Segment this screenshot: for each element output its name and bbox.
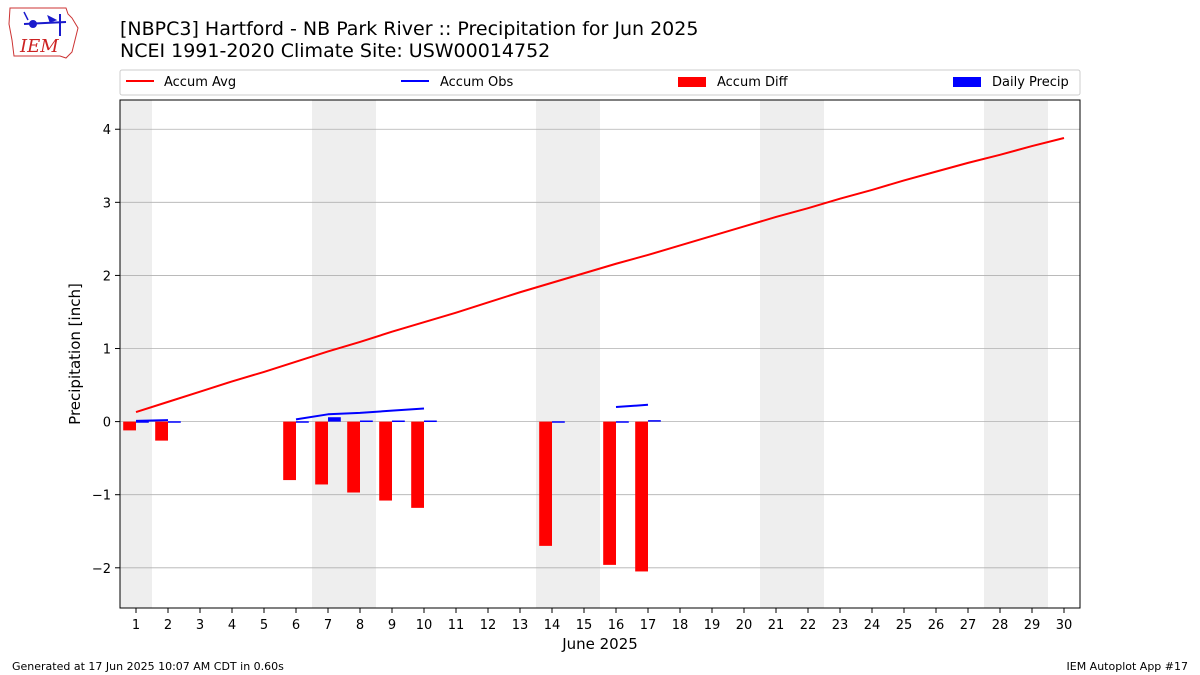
x-tick-label-3: 4 [228, 618, 236, 633]
x-tick-label-7: 8 [356, 618, 364, 633]
accum-avg-line-segment-1 [135, 137, 1065, 414]
x-tick-label-12: 13 [512, 618, 529, 633]
weekend-band-5 [984, 100, 1048, 608]
accum-obs-line-segment-1 [135, 419, 169, 422]
footer-app-text: IEM Autoplot App #17 [1067, 660, 1189, 673]
x-tick-label-23: 24 [864, 618, 881, 633]
chart-title-line-1: [NBPC3] Hartford - NB Park River :: Prec… [120, 18, 698, 40]
y-tick-label-1: −1 [92, 489, 111, 504]
daily-precip-bar-day-8 [360, 420, 373, 423]
legend-label-accum-obs: Accum Obs [440, 75, 513, 90]
legend-swatch-daily-precip [953, 77, 981, 87]
x-tick-label-25: 26 [928, 618, 945, 633]
legend: Accum Avg Accum Obs Accum Diff Daily Pre… [119, 69, 1081, 96]
x-tick-label-19: 20 [736, 618, 753, 633]
accum-obs-line-segment-3 [615, 403, 649, 408]
x-tick-label-9: 10 [416, 618, 433, 633]
y-tick-label-3: 1 [103, 343, 111, 358]
accum-obs-line [135, 403, 649, 422]
y-tick-label-5: 3 [103, 196, 111, 211]
plot-frame [119, 99, 1081, 609]
legend-frame [119, 69, 1081, 96]
x-tick-label-24: 25 [896, 618, 913, 633]
x-tick-label-16: 17 [640, 618, 657, 633]
accum-diff-bar-day-17 [635, 421, 648, 572]
legend-label-daily-precip: Daily Precip [992, 75, 1069, 90]
accum-diff-bar-day-8 [347, 421, 360, 493]
accum-diff-bar-day-10 [411, 421, 424, 508]
daily-precip-bar-day-9 [392, 420, 405, 423]
x-tick-label-0: 1 [132, 618, 140, 633]
accum-diff-bar-day-7 [315, 421, 328, 485]
accum-obs-line-segment-2 [295, 407, 425, 421]
y-tick-label-4: 2 [103, 269, 111, 284]
accum-avg-line [135, 137, 1065, 414]
x-tick-label-8: 9 [388, 618, 396, 633]
x-tick-label-22: 23 [832, 618, 849, 633]
x-tick-label-2: 3 [196, 618, 204, 633]
accum-diff-bar-day-16 [603, 421, 616, 565]
x-tick-label-10: 11 [448, 618, 465, 633]
x-tick-label-27: 28 [992, 618, 1009, 633]
accum-diff-bar-day-2 [155, 421, 168, 441]
daily-precip-bar-day-17 [648, 420, 661, 422]
legend-swatch-accum-diff [678, 77, 706, 87]
accum-diff-bar-day-9 [379, 421, 392, 501]
daily-precip-bar-day-7 [328, 417, 341, 422]
daily-precip-bar-day-1 [136, 421, 149, 423]
y-axis-ticks: −2 −1 0 1 2 3 4 [92, 123, 120, 577]
iem-logo: IEM [8, 7, 79, 59]
y-axis-label: Precipitation [inch] [66, 283, 84, 425]
x-tick-label-15: 16 [608, 618, 625, 633]
x-tick-label-4: 5 [260, 618, 268, 633]
daily-precip-bars [136, 417, 661, 423]
daily-precip-bar-day-16 [616, 421, 629, 423]
x-tick-label-18: 19 [704, 618, 721, 633]
y-tick-label-2: 0 [103, 416, 111, 431]
accum-diff-bars [123, 421, 648, 572]
x-axis-label: June 2025 [561, 635, 638, 653]
x-tick-label-20: 21 [768, 618, 785, 633]
footer-generated-text: Generated at 17 Jun 2025 10:07 AM CDT in… [12, 660, 284, 673]
daily-precip-bar-day-6 [296, 421, 309, 423]
weekend-band-4 [760, 100, 824, 608]
gridlines [120, 128, 1080, 569]
y-tick-label-0: −2 [92, 562, 111, 577]
weekend-shading [120, 100, 1048, 608]
x-axis-ticks: 1 2 3 4 5 6 7 8 9 10 11 12 13 14 15 16 17 18 19 20 21 22 23 24 2… [132, 608, 1072, 633]
daily-precip-bar-day-2 [168, 421, 181, 423]
x-tick-label-17: 18 [672, 618, 689, 633]
iowa-outline-icon [8, 7, 79, 59]
legend-item-daily-precip: Daily Precip [953, 75, 1069, 90]
daily-precip-bar-day-10 [424, 420, 437, 423]
x-tick-label-1: 2 [164, 618, 172, 633]
legend-item-accum-avg: Accum Avg [126, 75, 236, 90]
x-tick-label-5: 6 [292, 618, 300, 633]
x-tick-label-21: 22 [800, 618, 817, 633]
x-tick-label-11: 12 [480, 618, 497, 633]
legend-label-accum-avg: Accum Avg [164, 75, 236, 90]
weekend-band-1 [120, 100, 152, 608]
x-tick-label-28: 29 [1024, 618, 1041, 633]
daily-precip-bar-day-14 [552, 421, 565, 423]
accum-diff-bar-day-14 [539, 421, 552, 546]
chart-title-line-2: NCEI 1991-2020 Climate Site: USW00014752 [120, 40, 550, 62]
x-tick-label-29: 30 [1056, 618, 1073, 633]
accum-diff-bar-day-6 [283, 421, 296, 481]
x-tick-label-6: 7 [324, 618, 332, 633]
logo-text: IEM [19, 36, 59, 57]
y-tick-label-6: 4 [103, 123, 111, 138]
x-tick-label-13: 14 [544, 618, 561, 633]
x-tick-label-26: 27 [960, 618, 977, 633]
accum-diff-bar-day-1 [123, 421, 136, 431]
legend-item-accum-diff: Accum Diff [678, 75, 789, 90]
weather-station-icon [23, 11, 67, 36]
legend-label-accum-diff: Accum Diff [717, 75, 789, 90]
legend-item-accum-obs: Accum Obs [401, 75, 513, 90]
x-tick-label-14: 15 [576, 618, 593, 633]
